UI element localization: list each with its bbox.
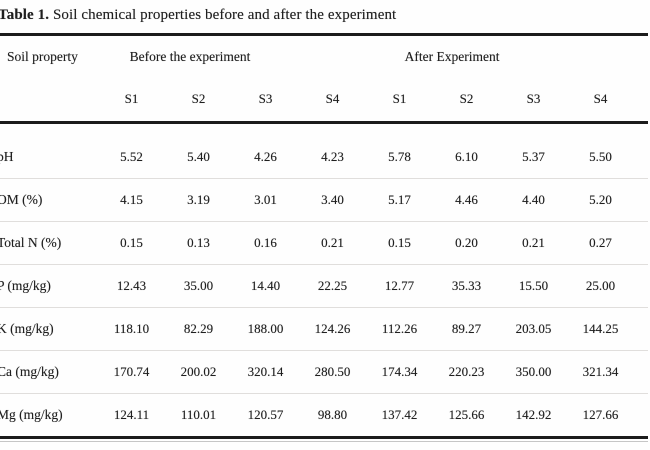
table-cell: 174.34 bbox=[381, 364, 418, 379]
table-row-ph: pH 5.52 5.40 4.26 4.23 5.78 6.10 5.37 5.… bbox=[0, 123, 649, 179]
table-cell: 320.14 bbox=[247, 364, 284, 379]
table-cell: 35.33 bbox=[451, 278, 482, 293]
table-cell: 98.80 bbox=[317, 407, 348, 422]
table-cell: 127.66 bbox=[582, 407, 619, 422]
table-caption-text: Soil chemical properties before and afte… bbox=[49, 7, 397, 23]
subcolumn-header-after-s4: S4 bbox=[593, 91, 608, 106]
table-cell: 0.13 bbox=[187, 235, 210, 250]
table-cell: 280.50 bbox=[314, 364, 351, 379]
table-cell: 5.50 bbox=[589, 149, 612, 164]
table-cell: 3.40 bbox=[321, 192, 344, 207]
table-cell: 14.40 bbox=[250, 278, 281, 293]
table-cell: 4.23 bbox=[321, 149, 344, 164]
table-row-ca: Ca (mg/kg) 170.74 200.02 320.14 280.50 1… bbox=[0, 351, 649, 394]
table-cell: 12.77 bbox=[384, 278, 415, 293]
table-cell: 124.11 bbox=[113, 407, 150, 422]
table-cell: 120.57 bbox=[247, 407, 284, 422]
table-cell: 12.43 bbox=[116, 278, 147, 293]
table-cell: 6.10 bbox=[455, 149, 478, 164]
table-cell: 124.26 bbox=[314, 321, 351, 336]
table-cell: 0.16 bbox=[254, 235, 277, 250]
table-row-total-n: Total N (%) 0.15 0.13 0.16 0.21 0.15 0.2… bbox=[0, 222, 649, 265]
table-cell: 5.78 bbox=[388, 149, 411, 164]
table-cell: 0.15 bbox=[120, 235, 143, 250]
group-header-after-label: After Experiment bbox=[404, 48, 500, 64]
row-property-label: Total N (%) bbox=[0, 235, 62, 250]
table-cell: 22.25 bbox=[317, 278, 348, 293]
table-cell: 0.21 bbox=[321, 235, 344, 250]
group-header-before-label: Before the experiment bbox=[129, 48, 251, 64]
table-cell: 5.20 bbox=[589, 192, 612, 207]
table-row-p: P (mg/kg) 12.43 35.00 14.40 22.25 12.77 … bbox=[0, 265, 649, 308]
table-cell: 5.40 bbox=[187, 149, 210, 164]
table-cell: 188.00 bbox=[247, 321, 284, 336]
table-cell: 4.40 bbox=[522, 192, 545, 207]
table-cell: 220.23 bbox=[448, 364, 485, 379]
subcolumn-header-after-s2: S2 bbox=[459, 91, 474, 106]
row-property-label: Ca (mg/kg) bbox=[0, 364, 59, 379]
row-property-label: pH bbox=[0, 149, 14, 164]
row-property-label: P (mg/kg) bbox=[0, 278, 51, 293]
table-caption: Table 1. Soil chemical properties before… bbox=[0, 0, 650, 33]
table-row-mg: Mg (mg/kg) 124.11 110.01 120.57 98.80 13… bbox=[0, 394, 648, 438]
soil-properties-table: Soil property Before the experiment Afte… bbox=[0, 36, 649, 439]
subcolumn-header-before-s3: S3 bbox=[258, 91, 273, 106]
table-cell: 125.66 bbox=[448, 407, 485, 422]
group-header-before: Before the experiment bbox=[98, 36, 366, 77]
table-cell: 5.52 bbox=[120, 149, 143, 164]
table-cell: 15.50 bbox=[518, 278, 549, 293]
table-cell: 82.29 bbox=[183, 321, 214, 336]
table-cell: 118.10 bbox=[113, 321, 150, 336]
group-header-after: After Experiment bbox=[366, 36, 648, 77]
table-cell: 3.01 bbox=[254, 192, 277, 207]
corner-header-spacer bbox=[0, 77, 98, 123]
subcolumn-header-after-s1: S1 bbox=[392, 91, 407, 106]
table-cell: 137.42 bbox=[381, 407, 418, 422]
corner-header-cell: Soil property bbox=[7, 48, 78, 64]
bottom-rule-echo bbox=[0, 441, 648, 442]
table-cell: 350.00 bbox=[515, 364, 552, 379]
table-cell: 3.19 bbox=[187, 192, 210, 207]
header-subcolumn-row: S1 S2 S3 S4 S1 S2 S3 S4 bbox=[0, 77, 648, 123]
row-property-label: K (mg/kg) bbox=[0, 321, 54, 336]
table-cell: 110.01 bbox=[180, 407, 217, 422]
table-cell: 203.05 bbox=[515, 321, 552, 336]
header-group-row: Soil property Before the experiment Afte… bbox=[0, 36, 648, 77]
table-cell: 4.46 bbox=[455, 192, 478, 207]
table-cell: 89.27 bbox=[451, 321, 482, 336]
table-cell: 0.21 bbox=[522, 235, 545, 250]
table-cell: 0.15 bbox=[388, 235, 411, 250]
table-cell: 200.02 bbox=[180, 364, 217, 379]
table-cell: 112.26 bbox=[381, 321, 418, 336]
table-cell: 35.00 bbox=[183, 278, 214, 293]
subcolumn-header-after-s3: S3 bbox=[526, 91, 541, 106]
table-caption-label: Table 1. bbox=[0, 7, 50, 23]
table-row-k: K (mg/kg) 118.10 82.29 188.00 124.26 112… bbox=[0, 308, 649, 351]
table-cell: 4.15 bbox=[120, 192, 143, 207]
table-cell: 144.25 bbox=[582, 321, 619, 336]
table-cell: 5.17 bbox=[388, 192, 411, 207]
table-cell: 4.26 bbox=[254, 149, 277, 164]
table-cell: 321.34 bbox=[582, 364, 619, 379]
top-rule bbox=[0, 33, 648, 36]
subcolumn-header-before-s2: S2 bbox=[191, 91, 206, 106]
table-cell: 142.92 bbox=[515, 407, 552, 422]
subcolumn-header-before-s1: S1 bbox=[124, 91, 139, 106]
row-property-label: Mg (mg/kg) bbox=[0, 407, 63, 422]
table-cell: 170.74 bbox=[113, 364, 150, 379]
table-row-om: OM (%) 4.15 3.19 3.01 3.40 5.17 4.46 4.4… bbox=[0, 179, 649, 222]
table-cell: 0.27 bbox=[589, 235, 612, 250]
table-cell: 25.00 bbox=[585, 278, 616, 293]
row-property-label: OM (%) bbox=[0, 192, 43, 207]
subcolumn-header-before-s4: S4 bbox=[325, 91, 340, 106]
table-cell: 5.37 bbox=[522, 149, 545, 164]
table-cell: 0.20 bbox=[455, 235, 478, 250]
